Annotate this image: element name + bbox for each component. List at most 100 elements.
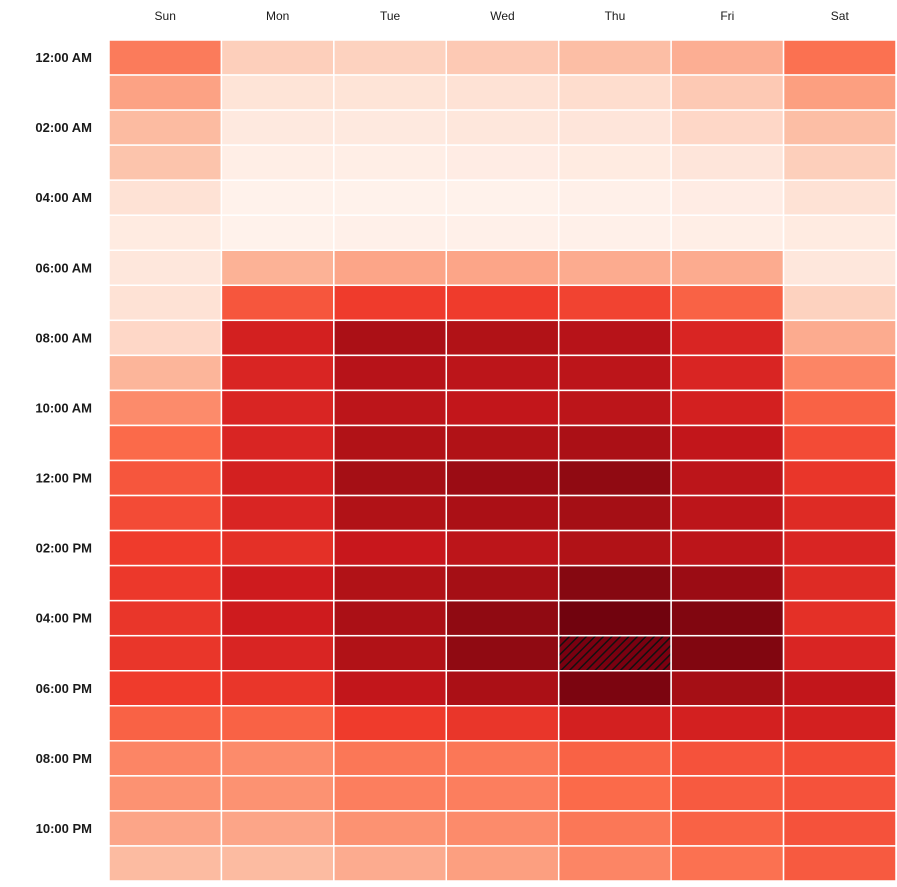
heatmap-cell[interactable] <box>782 670 897 707</box>
heatmap-cell[interactable] <box>670 179 785 216</box>
heatmap-cell[interactable] <box>782 810 897 847</box>
heatmap-cell[interactable] <box>445 845 560 882</box>
heatmap-cell-highlighted[interactable] <box>557 634 672 672</box>
heatmap-cell[interactable] <box>220 144 335 181</box>
heatmap-cell[interactable] <box>445 529 560 567</box>
heatmap-cell[interactable] <box>557 284 672 322</box>
heatmap-cell[interactable] <box>220 740 335 777</box>
heatmap-cell[interactable] <box>333 670 448 707</box>
heatmap-cell[interactable] <box>782 39 897 76</box>
heatmap-cell[interactable] <box>108 775 223 812</box>
heatmap-cell[interactable] <box>557 249 672 287</box>
heatmap-cell[interactable] <box>782 459 897 497</box>
heatmap-cell[interactable] <box>557 564 672 602</box>
heatmap-cell[interactable] <box>333 424 448 462</box>
heatmap-cell[interactable] <box>670 74 785 111</box>
heatmap-cell[interactable] <box>220 494 335 532</box>
heatmap-cell[interactable] <box>333 845 448 882</box>
heatmap-cell[interactable] <box>220 775 335 812</box>
heatmap-cell[interactable] <box>557 740 672 777</box>
heatmap-cell[interactable] <box>108 74 223 111</box>
heatmap-cell[interactable] <box>670 775 785 812</box>
heatmap-cell[interactable] <box>782 740 897 777</box>
heatmap-cell[interactable] <box>557 494 672 532</box>
heatmap-cell[interactable] <box>782 284 897 322</box>
heatmap-cell[interactable] <box>557 529 672 567</box>
heatmap-cell[interactable] <box>108 845 223 882</box>
heatmap-cell[interactable] <box>220 564 335 602</box>
heatmap-cell[interactable] <box>670 634 785 672</box>
heatmap-cell[interactable] <box>333 705 448 742</box>
heatmap-cell[interactable] <box>333 354 448 392</box>
heatmap-cell[interactable] <box>333 74 448 111</box>
heatmap-cell[interactable] <box>220 39 335 76</box>
heatmap-cell[interactable] <box>220 459 335 497</box>
heatmap-cell[interactable] <box>557 179 672 216</box>
heatmap-cell[interactable] <box>220 810 335 847</box>
heatmap-cell[interactable] <box>220 354 335 392</box>
heatmap-cell[interactable] <box>445 705 560 742</box>
heatmap-cell[interactable] <box>670 284 785 322</box>
heatmap-cell[interactable] <box>220 424 335 462</box>
heatmap-cell[interactable] <box>445 319 560 357</box>
heatmap-cell[interactable] <box>670 214 785 251</box>
heatmap-cell[interactable] <box>108 459 223 497</box>
heatmap-cell[interactable] <box>557 39 672 76</box>
heatmap-cell[interactable] <box>670 249 785 287</box>
heatmap-cell[interactable] <box>333 39 448 76</box>
heatmap-cell[interactable] <box>782 249 897 287</box>
heatmap-cell[interactable] <box>782 214 897 251</box>
heatmap-cell[interactable] <box>557 354 672 392</box>
heatmap-cell[interactable] <box>108 494 223 532</box>
heatmap-cell[interactable] <box>108 319 223 357</box>
heatmap-cell[interactable] <box>557 705 672 742</box>
heatmap-cell[interactable] <box>445 284 560 322</box>
heatmap-cell[interactable] <box>445 74 560 111</box>
heatmap-cell[interactable] <box>557 424 672 462</box>
heatmap-cell[interactable] <box>445 740 560 777</box>
heatmap-cell[interactable] <box>220 249 335 287</box>
heatmap-cell[interactable] <box>445 249 560 287</box>
heatmap-cell[interactable] <box>782 705 897 742</box>
heatmap-cell[interactable] <box>108 599 223 637</box>
heatmap-cell[interactable] <box>670 354 785 392</box>
heatmap-cell[interactable] <box>557 599 672 637</box>
heatmap-cell[interactable] <box>220 529 335 567</box>
heatmap-cell[interactable] <box>108 529 223 567</box>
heatmap-cell[interactable] <box>557 775 672 812</box>
heatmap-cell[interactable] <box>220 705 335 742</box>
heatmap-cell[interactable] <box>445 634 560 672</box>
heatmap-cell[interactable] <box>782 144 897 181</box>
heatmap-cell[interactable] <box>445 599 560 637</box>
heatmap-cell[interactable] <box>333 214 448 251</box>
heatmap-cell[interactable] <box>557 74 672 111</box>
heatmap-cell[interactable] <box>333 529 448 567</box>
heatmap-cell[interactable] <box>333 775 448 812</box>
heatmap-cell[interactable] <box>782 179 897 216</box>
heatmap-cell[interactable] <box>108 144 223 181</box>
heatmap-cell[interactable] <box>670 599 785 637</box>
heatmap-cell[interactable] <box>108 214 223 251</box>
heatmap-cell[interactable] <box>445 775 560 812</box>
heatmap-cell[interactable] <box>782 529 897 567</box>
heatmap-cell[interactable] <box>557 810 672 847</box>
heatmap-cell[interactable] <box>108 39 223 76</box>
heatmap-cell[interactable] <box>333 810 448 847</box>
heatmap-cell[interactable] <box>220 634 335 672</box>
heatmap-cell[interactable] <box>670 740 785 777</box>
heatmap-cell[interactable] <box>445 39 560 76</box>
heatmap-cell[interactable] <box>445 670 560 707</box>
heatmap-cell[interactable] <box>782 599 897 637</box>
heatmap-cell[interactable] <box>333 109 448 146</box>
heatmap-cell[interactable] <box>670 705 785 742</box>
heatmap-cell[interactable] <box>782 354 897 392</box>
heatmap-cell[interactable] <box>782 564 897 602</box>
heatmap-cell[interactable] <box>670 144 785 181</box>
heatmap-cell[interactable] <box>670 39 785 76</box>
heatmap-cell[interactable] <box>220 389 335 427</box>
heatmap-cell[interactable] <box>670 389 785 427</box>
heatmap-cell[interactable] <box>220 599 335 637</box>
heatmap-cell[interactable] <box>108 354 223 392</box>
heatmap-cell[interactable] <box>670 564 785 602</box>
heatmap-cell[interactable] <box>670 459 785 497</box>
